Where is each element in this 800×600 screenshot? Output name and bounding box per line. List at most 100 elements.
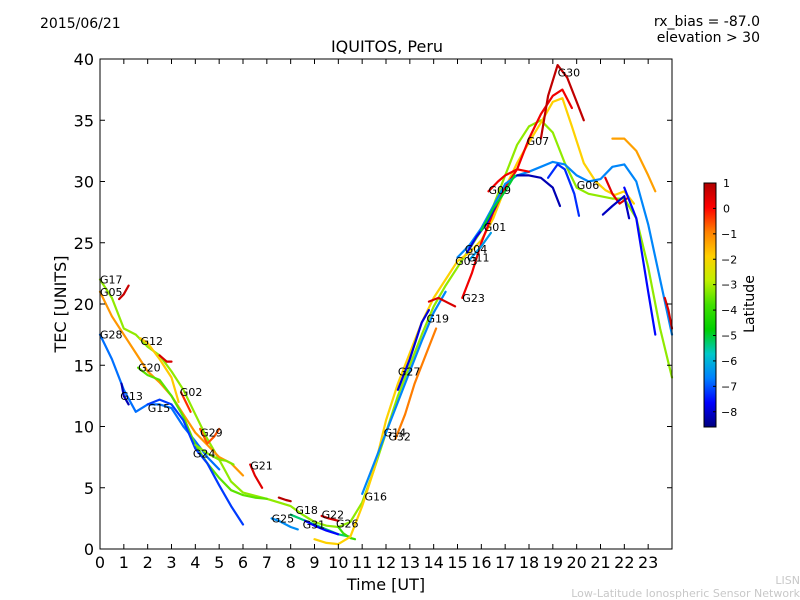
- rx-bias-label: rx_bias = -87.0: [653, 14, 760, 30]
- series-label-g21: G21: [250, 460, 273, 473]
- series-g22: [320, 514, 340, 522]
- series-label-g18: G18: [295, 504, 318, 517]
- series-g31: [303, 519, 340, 536]
- y-tick-label: 0: [84, 540, 94, 559]
- series-g21b: [277, 496, 292, 503]
- bias-info: rx_bias = -87.0 elevation > 30: [654, 14, 760, 46]
- series-g25: [270, 517, 299, 531]
- series-label-g06: G06: [577, 179, 600, 192]
- y-tick-label: 40: [74, 50, 94, 69]
- x-tick-label: 10: [328, 553, 348, 572]
- colorbar-tick-label: −1: [721, 228, 737, 241]
- series-label-g22: G22: [322, 509, 345, 522]
- series-label-g04: G04: [465, 243, 488, 256]
- series-g20: [137, 366, 268, 500]
- series-g16b: [611, 137, 657, 193]
- series-label-g01: G01: [484, 221, 507, 234]
- series-g12b: [158, 354, 173, 363]
- y-tick-label: 5: [84, 479, 94, 498]
- x-tick-label: 18: [519, 553, 539, 572]
- series-g27: [396, 309, 430, 391]
- x-tick-label: 23: [638, 553, 658, 572]
- series-g17: [98, 119, 674, 529]
- x-tick-label: 0: [95, 553, 105, 572]
- y-tick-label: 20: [74, 295, 94, 314]
- x-tick-label: 20: [566, 553, 586, 572]
- plot-frame: [99, 58, 673, 550]
- x-tick-label: 19: [543, 553, 563, 572]
- x-tick-label: 17: [495, 553, 515, 572]
- colorbar: 1 0 −1 −2 −3 −4 −5 −6 −7 −8: [703, 177, 737, 428]
- series-g06: [547, 163, 581, 217]
- y-tick-label: 15: [74, 356, 94, 375]
- x-tick-label: 3: [166, 553, 176, 572]
- series-g20b: [663, 296, 674, 330]
- x-tick-label: 15: [447, 553, 467, 572]
- series-g06b: [604, 176, 628, 205]
- y-tick-label: 35: [74, 111, 94, 130]
- series-g18: [289, 513, 352, 538]
- series-g14: [361, 290, 447, 495]
- series-g26: [337, 525, 357, 541]
- series-g03: [456, 160, 674, 336]
- y-axis-label: TEC [UNITS]: [51, 256, 70, 354]
- series-label-g15: G15: [148, 402, 171, 415]
- series-label-g17: G17: [100, 274, 123, 287]
- y-tick-label: 25: [74, 234, 94, 253]
- y-tick-label: 30: [74, 173, 94, 192]
- y-axis: 0 5 10 15 20 25 30 35 40: [74, 50, 672, 559]
- series-label-g30: G30: [558, 67, 581, 80]
- series-g21: [249, 463, 264, 489]
- x-tick-label: 14: [423, 553, 443, 572]
- elevation-label: elevation > 30: [656, 30, 760, 46]
- x-tick-label: 7: [262, 553, 272, 572]
- series-g32: [394, 327, 438, 440]
- series-g17b: [118, 284, 130, 301]
- series-label-g05: G05: [100, 286, 123, 299]
- series-g29: [199, 427, 221, 445]
- series-label-g03: G03: [455, 255, 478, 268]
- series-label-g32: G32: [388, 430, 411, 443]
- series-label-g26: G26: [336, 517, 359, 530]
- series-label-g25: G25: [272, 512, 295, 525]
- chart-title: IQUITOS, Peru: [330, 37, 444, 56]
- x-tick-label: 2: [143, 553, 153, 572]
- colorbar-scale: [703, 182, 717, 428]
- series-g12: [139, 337, 180, 404]
- x-axis: 0 1 2 3 4 5 6 7 8 9 10 11 12 13 14 15 16 17 18 19 20 21 22 23: [95, 59, 658, 572]
- series-label-g23: G23: [462, 292, 485, 305]
- x-tick-label: 1: [119, 553, 129, 572]
- series-g19: [427, 296, 457, 308]
- date-label: 2015/06/21: [40, 16, 121, 32]
- colorbar-tick-label: −2: [721, 253, 737, 266]
- x-tick-label: 6: [238, 553, 248, 572]
- series-label-g31: G31: [303, 519, 326, 532]
- colorbar-tick-label: −4: [721, 304, 737, 317]
- series-label-g19: G19: [427, 313, 450, 326]
- series-label-g27: G27: [398, 365, 421, 378]
- series-layer: [98, 63, 674, 546]
- x-tick-label: 4: [190, 553, 200, 572]
- x-tick-label: 8: [286, 553, 296, 572]
- x-tick-label: 21: [590, 553, 610, 572]
- x-tick-label: 12: [376, 553, 396, 572]
- series-g28b: [623, 186, 657, 336]
- series-label-g13: G13: [120, 390, 143, 403]
- x-tick-label: 22: [614, 553, 634, 572]
- colorbar-tick-label: −5: [721, 330, 737, 343]
- series-g30: [539, 63, 585, 140]
- series-label-g12: G12: [141, 335, 164, 348]
- credit-short: LISN: [775, 574, 800, 587]
- x-tick-label: 9: [309, 553, 319, 572]
- series-label-g16: G16: [365, 490, 388, 503]
- series-label-g07: G07: [527, 135, 550, 148]
- colorbar-tick-label: −3: [721, 279, 737, 292]
- series-label-g02: G02: [180, 386, 203, 399]
- series-label-g24: G24: [193, 447, 216, 460]
- series-g24: [194, 443, 235, 466]
- colorbar-label: Latitude: [742, 275, 758, 333]
- series-g01: [480, 174, 516, 232]
- colorbar-tick-label: −6: [721, 355, 737, 368]
- series-g11: [468, 231, 492, 261]
